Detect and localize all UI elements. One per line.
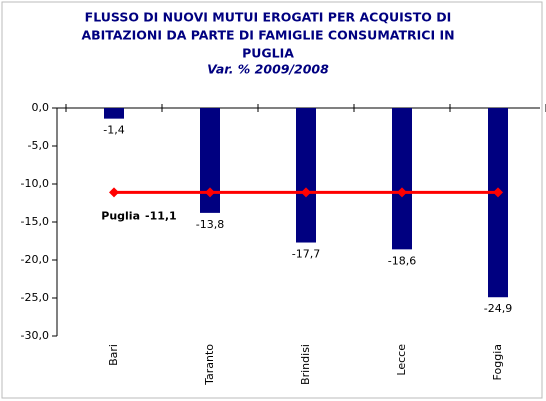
y-tick-label: 0,0 [32,101,50,114]
y-tick-label: -10,0 [21,177,49,190]
y-tick-label: -25,0 [21,291,49,304]
bar [104,108,124,119]
reference-marker [301,187,311,198]
reference-marker [493,187,503,198]
reference-value: -11,1 [145,209,177,222]
reference-marker [109,187,119,198]
reference-marker [397,187,407,198]
data-label: -1,4 [103,124,124,137]
reference-marker [205,187,215,198]
x-tick-label: Foggia [491,344,504,380]
reference-name: Puglia [101,209,140,222]
chart-subtitle: Var. % 2009/2008 [207,62,329,77]
x-tick-label: Lecce [395,344,408,376]
y-tick-label: -5,0 [28,139,49,152]
y-tick-label: -20,0 [21,253,49,266]
chart-title-line: FLUSSO DI NUOVI MUTUI EROGATI PER ACQUIS… [85,10,452,25]
data-label: -18,6 [388,254,416,267]
x-tick-label: Bari [107,344,120,366]
data-label: -13,8 [196,218,224,231]
y-tick-label: -30,0 [21,329,49,342]
data-label: -17,7 [292,248,320,261]
chart-title-line: ABITAZIONI DA PARTE DI FAMIGLIE CONSUMAT… [81,28,454,43]
x-tick-label: Taranto [203,344,216,386]
chart-title-line: PUGLIA [242,46,294,61]
bar [200,108,220,213]
reference-label: Puglia -11,1 [101,209,176,222]
bar [392,108,412,250]
x-tick-label: Brindisi [299,344,312,385]
bar [488,108,508,298]
bar [296,108,316,243]
y-tick-label: -15,0 [21,215,49,228]
data-label: -24,9 [484,302,512,315]
